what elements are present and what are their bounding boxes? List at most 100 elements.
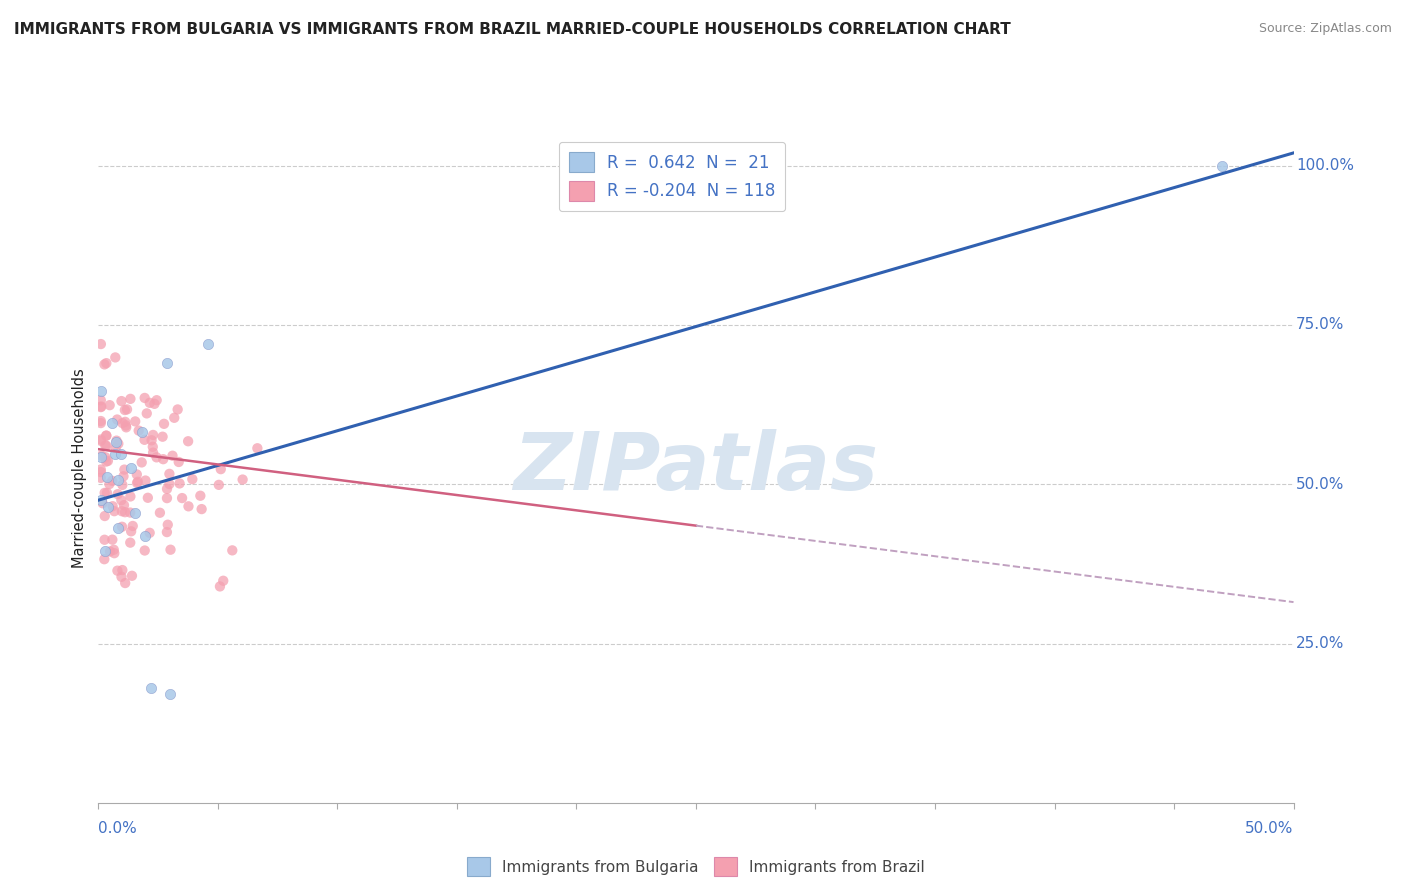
Point: [1211, 159, 1233, 173]
Point: [90, 337, 112, 351]
Point: [90, 493, 112, 508]
Point: [114, 403, 136, 417]
Point: [94, 439, 117, 453]
Point: [177, 434, 200, 449]
Point: [96, 455, 118, 469]
Text: IMMIGRANTS FROM BULGARIA VS IMMIGRANTS FROM BRAZIL MARRIED-COUPLE HOUSEHOLDS COR: IMMIGRANTS FROM BULGARIA VS IMMIGRANTS F…: [14, 22, 1011, 37]
Point: [141, 434, 163, 448]
Point: [110, 493, 132, 508]
Point: [107, 564, 129, 578]
Point: [142, 428, 165, 442]
Point: [107, 487, 129, 501]
Point: [221, 543, 243, 558]
Point: [110, 394, 132, 409]
Point: [90, 433, 112, 447]
Point: [103, 546, 125, 560]
Point: [94, 450, 117, 465]
Point: [139, 396, 162, 410]
Point: [188, 489, 211, 503]
Point: [111, 504, 134, 518]
Point: [101, 416, 124, 430]
Point: [90, 450, 112, 464]
Text: 50.0%: 50.0%: [1246, 821, 1294, 836]
Point: [124, 506, 146, 520]
Point: [101, 533, 124, 547]
Point: [209, 462, 232, 476]
Point: [111, 563, 134, 577]
Point: [90, 393, 112, 408]
Point: [115, 418, 138, 433]
Point: [159, 688, 181, 702]
Point: [115, 420, 138, 434]
Point: [96, 356, 118, 370]
Point: [90, 416, 112, 430]
Point: [131, 455, 153, 469]
Point: [131, 425, 153, 440]
Point: [167, 455, 190, 469]
Point: [103, 504, 125, 518]
Point: [104, 434, 127, 449]
Point: [103, 542, 125, 557]
Point: [115, 402, 138, 417]
Point: [157, 467, 180, 481]
Point: [93, 533, 115, 547]
Point: [114, 415, 136, 429]
Point: [107, 521, 129, 535]
Point: [142, 445, 165, 459]
Point: [128, 424, 150, 438]
Point: [139, 681, 162, 695]
Point: [90, 400, 112, 414]
Point: [93, 486, 115, 500]
Point: [208, 478, 231, 492]
Point: [94, 543, 117, 558]
Point: [93, 358, 115, 372]
Point: [232, 473, 254, 487]
Text: 25.0%: 25.0%: [1296, 636, 1344, 651]
Point: [156, 517, 179, 532]
Point: [145, 450, 167, 465]
Point: [90, 465, 112, 479]
Point: [90, 400, 112, 414]
Point: [197, 337, 219, 351]
Point: [98, 477, 121, 491]
Point: [134, 543, 156, 558]
Point: [163, 410, 186, 425]
Point: [101, 499, 124, 513]
Point: [111, 520, 134, 534]
Point: [93, 552, 115, 566]
Point: [152, 452, 174, 467]
Point: [145, 393, 167, 408]
Point: [98, 398, 121, 412]
Text: 50.0%: 50.0%: [1296, 476, 1344, 491]
Point: [98, 544, 121, 558]
Point: [112, 462, 135, 476]
Point: [157, 477, 180, 491]
Point: [96, 428, 118, 442]
Point: [136, 491, 159, 505]
Point: [112, 498, 135, 512]
Point: [153, 417, 176, 431]
Point: [104, 441, 127, 455]
Text: ZIPatlas: ZIPatlas: [513, 429, 879, 508]
Point: [156, 356, 179, 370]
Point: [246, 442, 269, 456]
Point: [90, 434, 112, 448]
Point: [90, 414, 112, 428]
Point: [101, 474, 124, 488]
Point: [90, 462, 112, 476]
Legend: Immigrants from Bulgaria, Immigrants from Brazil: Immigrants from Bulgaria, Immigrants fro…: [461, 851, 931, 882]
Point: [105, 434, 128, 448]
Point: [107, 473, 129, 487]
Point: [96, 469, 118, 483]
Point: [177, 500, 200, 514]
Point: [181, 472, 204, 486]
Text: 100.0%: 100.0%: [1296, 158, 1354, 173]
Point: [110, 447, 132, 461]
Point: [208, 579, 231, 593]
Point: [105, 412, 128, 426]
Point: [90, 449, 112, 463]
Point: [134, 474, 156, 488]
Point: [159, 542, 181, 557]
Text: 0.0%: 0.0%: [98, 821, 138, 836]
Point: [134, 391, 156, 405]
